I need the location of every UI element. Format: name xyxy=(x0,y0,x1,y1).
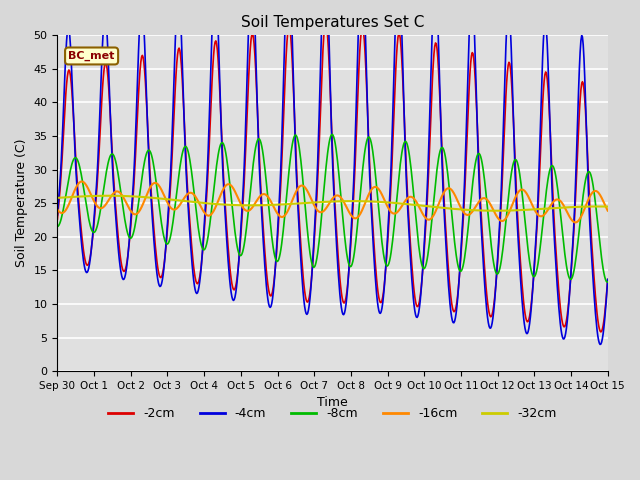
-8cm xyxy=(328,132,336,137)
-32cm xyxy=(105,193,113,199)
-32cm xyxy=(400,201,408,207)
-16cm xyxy=(400,200,408,205)
-8cm xyxy=(400,140,408,146)
-2cm xyxy=(120,269,128,275)
Text: BC_met: BC_met xyxy=(68,51,115,61)
-32cm xyxy=(492,208,499,214)
-4cm xyxy=(63,29,71,35)
-8cm xyxy=(176,165,184,170)
X-axis label: Time: Time xyxy=(317,396,348,409)
Title: Soil Temperatures Set C: Soil Temperatures Set C xyxy=(241,15,424,30)
-8cm xyxy=(417,253,424,259)
-8cm xyxy=(120,212,128,217)
-16cm xyxy=(54,207,61,213)
-2cm xyxy=(54,216,61,222)
-2cm xyxy=(597,329,605,335)
-16cm xyxy=(604,208,612,214)
-8cm xyxy=(604,279,612,285)
-16cm xyxy=(206,213,214,218)
-32cm xyxy=(121,193,129,199)
Line: -8cm: -8cm xyxy=(58,134,608,282)
-16cm xyxy=(572,219,579,225)
-4cm xyxy=(176,1,184,7)
Line: -32cm: -32cm xyxy=(58,196,608,211)
-4cm xyxy=(120,276,128,282)
Line: -16cm: -16cm xyxy=(58,181,608,222)
-32cm xyxy=(206,201,214,206)
-2cm xyxy=(400,109,408,115)
-32cm xyxy=(54,195,61,201)
-32cm xyxy=(177,198,184,204)
-2cm xyxy=(417,294,424,300)
-16cm xyxy=(121,197,129,203)
-2cm xyxy=(176,48,184,53)
-4cm xyxy=(604,276,612,282)
-32cm xyxy=(63,194,71,200)
-16cm xyxy=(177,201,184,206)
-32cm xyxy=(417,203,424,208)
-8cm xyxy=(54,224,61,229)
Line: -4cm: -4cm xyxy=(58,0,608,344)
Line: -2cm: -2cm xyxy=(58,23,608,332)
Legend: -2cm, -4cm, -8cm, -16cm, -32cm: -2cm, -4cm, -8cm, -16cm, -32cm xyxy=(103,402,562,425)
-2cm xyxy=(63,73,71,79)
-16cm xyxy=(417,206,424,212)
-16cm xyxy=(78,179,86,184)
-32cm xyxy=(604,204,612,209)
Y-axis label: Soil Temperature (C): Soil Temperature (C) xyxy=(15,139,28,267)
-2cm xyxy=(322,20,330,26)
-2cm xyxy=(205,149,212,155)
-16cm xyxy=(63,204,71,210)
-4cm xyxy=(400,110,408,116)
-8cm xyxy=(63,183,71,189)
-8cm xyxy=(205,228,212,234)
-4cm xyxy=(596,341,604,347)
-2cm xyxy=(604,276,612,282)
-4cm xyxy=(205,126,212,132)
-4cm xyxy=(54,212,61,218)
-4cm xyxy=(417,298,424,304)
